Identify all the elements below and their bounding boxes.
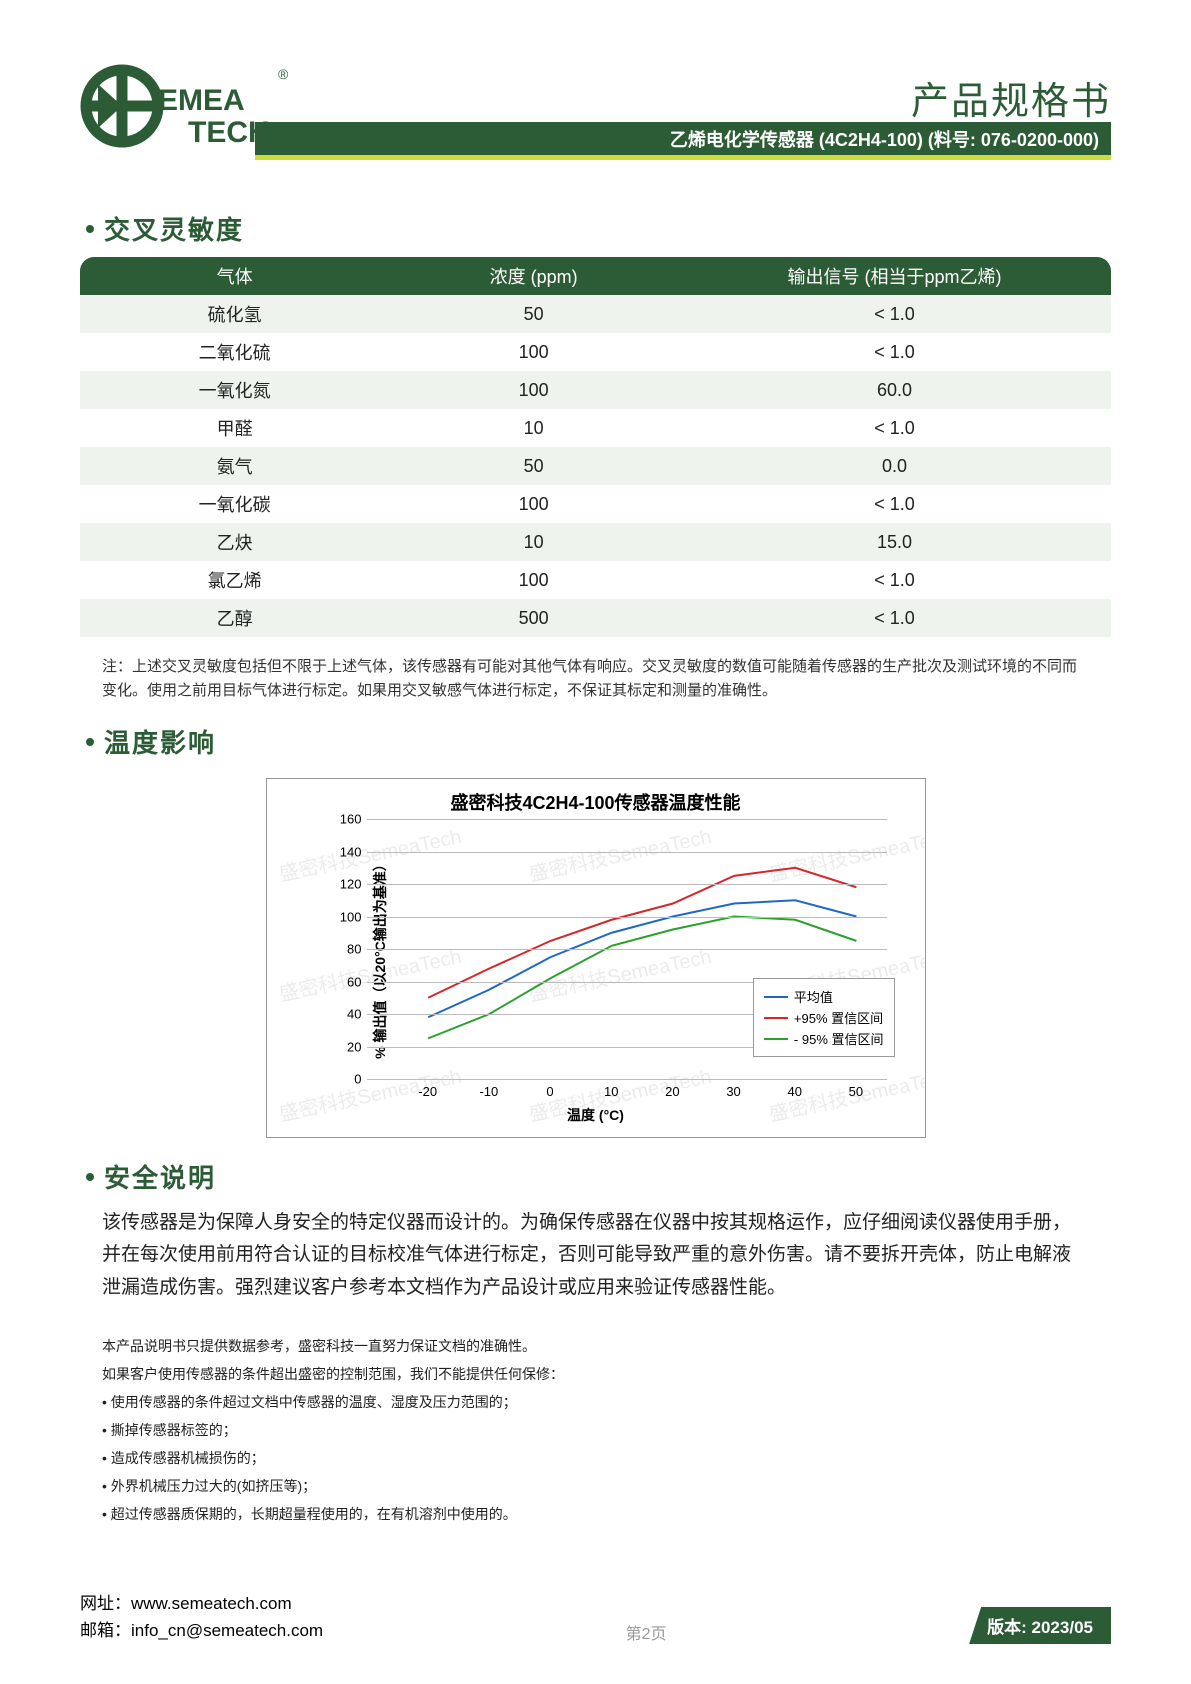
page-footer: 网址：www.semeatech.com 邮箱：info_cn@semeatec… bbox=[80, 1590, 1111, 1644]
chart-xtick: 30 bbox=[714, 1084, 754, 1099]
table-cell: < 1.0 bbox=[678, 295, 1111, 333]
table-row: 乙炔1015.0 bbox=[80, 523, 1111, 561]
legend-item: +95% 置信区间 bbox=[764, 1008, 884, 1027]
table-cell: 氨气 bbox=[80, 447, 389, 485]
disclaimer-item: 撕掉传感器标签的； bbox=[102, 1416, 1089, 1444]
bullet-icon bbox=[86, 1173, 94, 1181]
chart-ytick: 20 bbox=[327, 1039, 362, 1054]
table-cell: 50 bbox=[389, 447, 678, 485]
bullet-icon bbox=[86, 225, 94, 233]
cross-sensitivity-note: 注：上述交叉灵敏度包括但不限于上述气体，该传感器有可能对其他气体有响应。交叉灵敏… bbox=[102, 655, 1089, 703]
table-cell: < 1.0 bbox=[678, 485, 1111, 523]
chart-legend: 平均值 +95% 置信区间 - 95% 置信区间 bbox=[753, 978, 895, 1057]
chart-ytick: 140 bbox=[327, 844, 362, 859]
disclaimer-item: 造成传感器机械损伤的； bbox=[102, 1444, 1089, 1472]
mail-label: 邮箱： bbox=[80, 1621, 131, 1640]
chart-xtick: -20 bbox=[408, 1084, 448, 1099]
table-cell: 乙炔 bbox=[80, 523, 389, 561]
table-cell: 乙醇 bbox=[80, 599, 389, 637]
table-row: 氯乙烯100< 1.0 bbox=[80, 561, 1111, 599]
page-number: 第2页 bbox=[626, 1620, 667, 1644]
section-safety: 安全说明 该传感器是为保障人身安全的特定仪器而设计的。为确保传感器在仪器中按其规… bbox=[80, 1158, 1111, 1528]
disclaimer-block: 本产品说明书只提供数据参考，盛密科技一直努力保证文档的准确性。 如果客户使用传感… bbox=[102, 1332, 1089, 1528]
table-cell: 100 bbox=[389, 333, 678, 371]
product-title-bar: 乙烯电化学传感器 (4C2H4-100) (料号: 076-0200-000) bbox=[255, 122, 1111, 160]
table-cell: 60.0 bbox=[678, 371, 1111, 409]
chart-ytick: 60 bbox=[327, 974, 362, 989]
table-header: 输出信号 (相当于ppm乙烯) bbox=[678, 257, 1111, 295]
table-cell: 二氧化硫 bbox=[80, 333, 389, 371]
table-cell: 10 bbox=[389, 409, 678, 447]
table-cell: 一氧化碳 bbox=[80, 485, 389, 523]
mail-addr: info_cn@semeatech.com bbox=[131, 1621, 323, 1640]
table-row: 硫化氢50< 1.0 bbox=[80, 295, 1111, 333]
table-cell: < 1.0 bbox=[678, 409, 1111, 447]
version-badge: 版本: 2023/05 bbox=[969, 1607, 1111, 1644]
disclaimer-intro: 本产品说明书只提供数据参考，盛密科技一直努力保证文档的准确性。 bbox=[102, 1332, 1089, 1360]
table-cell: 硫化氢 bbox=[80, 295, 389, 333]
company-logo: EMEA TECH ® bbox=[80, 60, 280, 170]
disclaimer-item: 超过传感器质保期的，长期超量程使用的，在有机溶剂中使用的。 bbox=[102, 1500, 1089, 1528]
web-url: www.semeatech.com bbox=[131, 1594, 292, 1613]
table-cell: 100 bbox=[389, 371, 678, 409]
cross-sensitivity-table: 气体浓度 (ppm)输出信号 (相当于ppm乙烯) 硫化氢50< 1.0二氧化硫… bbox=[80, 257, 1111, 637]
table-row: 一氧化碳100< 1.0 bbox=[80, 485, 1111, 523]
chart-xtick: 20 bbox=[652, 1084, 692, 1099]
table-cell: 氯乙烯 bbox=[80, 561, 389, 599]
table-cell: 100 bbox=[389, 561, 678, 599]
chart-xtick: 50 bbox=[836, 1084, 876, 1099]
section-title: 安全说明 bbox=[104, 1158, 216, 1195]
table-row: 一氧化氮10060.0 bbox=[80, 371, 1111, 409]
section-temp-effect: 温度影响 盛密科技SemeaTech 盛密科技SemeaTech 盛密科技Sem… bbox=[80, 723, 1111, 1138]
chart-xtick: 40 bbox=[775, 1084, 815, 1099]
document-title: 产品规格书 bbox=[911, 70, 1111, 125]
table-row: 乙醇500< 1.0 bbox=[80, 599, 1111, 637]
logo-icon: EMEA TECH bbox=[80, 60, 280, 170]
temp-chart: 盛密科技SemeaTech 盛密科技SemeaTech 盛密科技SemeaTec… bbox=[266, 778, 926, 1138]
legend-item: 平均值 bbox=[764, 987, 884, 1006]
chart-ytick: 100 bbox=[327, 909, 362, 924]
safety-text: 该传感器是为保障人身安全的特定仪器而设计的。为确保传感器在仪器中按其规格运作，应… bbox=[102, 1207, 1089, 1304]
legend-item: - 95% 置信区间 bbox=[764, 1029, 884, 1048]
table-cell: 甲醛 bbox=[80, 409, 389, 447]
disclaimer-item: 外界机械压力过大的(如挤压等)； bbox=[102, 1472, 1089, 1500]
chart-title: 盛密科技4C2H4-100传感器温度性能 bbox=[267, 789, 925, 815]
chart-xtick: 10 bbox=[591, 1084, 631, 1099]
registered-mark: ® bbox=[278, 66, 288, 82]
chart-ytick: 160 bbox=[327, 812, 362, 827]
section-cross-sensitivity: 交叉灵敏度 气体浓度 (ppm)输出信号 (相当于ppm乙烯) 硫化氢50< 1… bbox=[80, 210, 1111, 703]
disclaimer-intro: 如果客户使用传感器的条件超出盛密的控制范围，我们不能提供任何保修： bbox=[102, 1360, 1089, 1388]
section-title: 温度影响 bbox=[104, 723, 216, 760]
table-header: 气体 bbox=[80, 257, 389, 295]
table-row: 二氧化硫100< 1.0 bbox=[80, 333, 1111, 371]
page-header: EMEA TECH ® 产品规格书 乙烯电化学传感器 (4C2H4-100) (… bbox=[80, 60, 1111, 190]
chart-xlabel: 温度 (°C) bbox=[267, 1105, 925, 1125]
bullet-icon bbox=[86, 738, 94, 746]
web-label: 网址： bbox=[80, 1594, 131, 1613]
table-cell: < 1.0 bbox=[678, 599, 1111, 637]
table-cell: < 1.0 bbox=[678, 561, 1111, 599]
chart-xtick: 0 bbox=[530, 1084, 570, 1099]
disclaimer-item: 使用传感器的条件超过文档中传感器的温度、湿度及压力范围的； bbox=[102, 1388, 1089, 1416]
chart-ytick: 120 bbox=[327, 877, 362, 892]
table-cell: 50 bbox=[389, 295, 678, 333]
chart-xtick: -10 bbox=[469, 1084, 509, 1099]
table-cell: 500 bbox=[389, 599, 678, 637]
table-cell: < 1.0 bbox=[678, 333, 1111, 371]
table-header: 浓度 (ppm) bbox=[389, 257, 678, 295]
table-cell: 10 bbox=[389, 523, 678, 561]
table-cell: 100 bbox=[389, 485, 678, 523]
chart-ytick: 80 bbox=[327, 942, 362, 957]
table-cell: 一氧化氮 bbox=[80, 371, 389, 409]
table-cell: 0.0 bbox=[678, 447, 1111, 485]
svg-text:EMEA: EMEA bbox=[158, 84, 245, 117]
contact-info: 网址：www.semeatech.com 邮箱：info_cn@semeatec… bbox=[80, 1590, 323, 1644]
table-row: 甲醛10< 1.0 bbox=[80, 409, 1111, 447]
section-title: 交叉灵敏度 bbox=[104, 210, 244, 247]
table-cell: 15.0 bbox=[678, 523, 1111, 561]
table-row: 氨气500.0 bbox=[80, 447, 1111, 485]
chart-ytick: 40 bbox=[327, 1007, 362, 1022]
chart-ytick: 0 bbox=[327, 1072, 362, 1087]
